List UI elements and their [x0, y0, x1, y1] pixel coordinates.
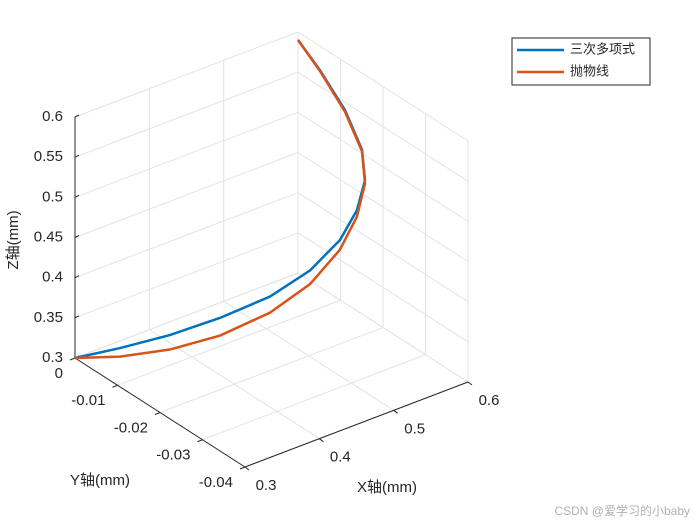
z-tick-label: 0.55 — [34, 148, 63, 165]
y-tick-label: -0.03 — [156, 447, 190, 464]
x-tick-label: 0.6 — [479, 392, 500, 409]
legend-box — [511, 37, 651, 86]
x-tick — [244, 466, 250, 471]
y-tick-label: -0.02 — [114, 419, 148, 436]
y-tick — [154, 412, 161, 415]
z-tick-label: 0.35 — [34, 309, 63, 326]
grid-line — [297, 111, 469, 222]
z-tick-label: 0.45 — [34, 228, 63, 245]
grid-line — [202, 354, 426, 441]
z-tick-label: 0.6 — [42, 108, 63, 125]
y-tick — [197, 439, 203, 443]
x-axis-label: X轴(mm) — [357, 479, 417, 496]
y-axis-label: Y轴(mm) — [70, 472, 130, 489]
y-tick — [239, 466, 246, 470]
watermark: CSDN @爱学习的小baby — [554, 503, 690, 518]
z-tick — [74, 114, 80, 118]
y-tick — [69, 357, 76, 361]
x-tick — [319, 438, 324, 443]
grid-line — [159, 327, 384, 413]
data-line — [74, 39, 367, 360]
y-tick-label: 0 — [55, 365, 63, 382]
z-tick — [74, 275, 80, 279]
grid-line — [297, 152, 469, 262]
grid-line — [297, 71, 469, 182]
z-axis-label: Z轴(mm) — [5, 210, 22, 269]
grid-line — [74, 192, 299, 279]
z-tick — [74, 315, 80, 319]
z-tick — [74, 235, 80, 238]
grid-line — [117, 299, 341, 386]
grid-line — [74, 232, 299, 319]
x-axis-line — [244, 381, 469, 468]
grid-line — [297, 192, 469, 303]
x-tick — [393, 409, 398, 414]
grid-line — [74, 152, 299, 238]
grid-line — [74, 31, 299, 118]
z-tick — [74, 194, 80, 198]
grid-line — [297, 232, 469, 343]
z-tick — [74, 154, 80, 158]
y-tick-label: -0.04 — [199, 474, 233, 491]
x-tick-label: 0.4 — [330, 449, 351, 466]
y-tick — [112, 384, 118, 388]
z-tick-label: 0.3 — [42, 349, 63, 366]
y-tick-label: -0.01 — [71, 392, 105, 409]
legend-label: 三次多项式 — [570, 41, 635, 56]
x-tick — [467, 381, 473, 386]
grid-line — [297, 31, 469, 142]
grid-line — [74, 272, 299, 359]
x-tick-label: 0.3 — [256, 477, 277, 494]
grid-line — [297, 272, 469, 383]
legend-label: 抛物线 — [570, 63, 609, 78]
grid-line — [74, 111, 299, 198]
z-tick-label: 0.5 — [42, 188, 63, 205]
grid-line — [74, 71, 299, 158]
z-tick-label: 0.4 — [42, 269, 63, 286]
x-tick-label: 0.5 — [404, 420, 425, 437]
